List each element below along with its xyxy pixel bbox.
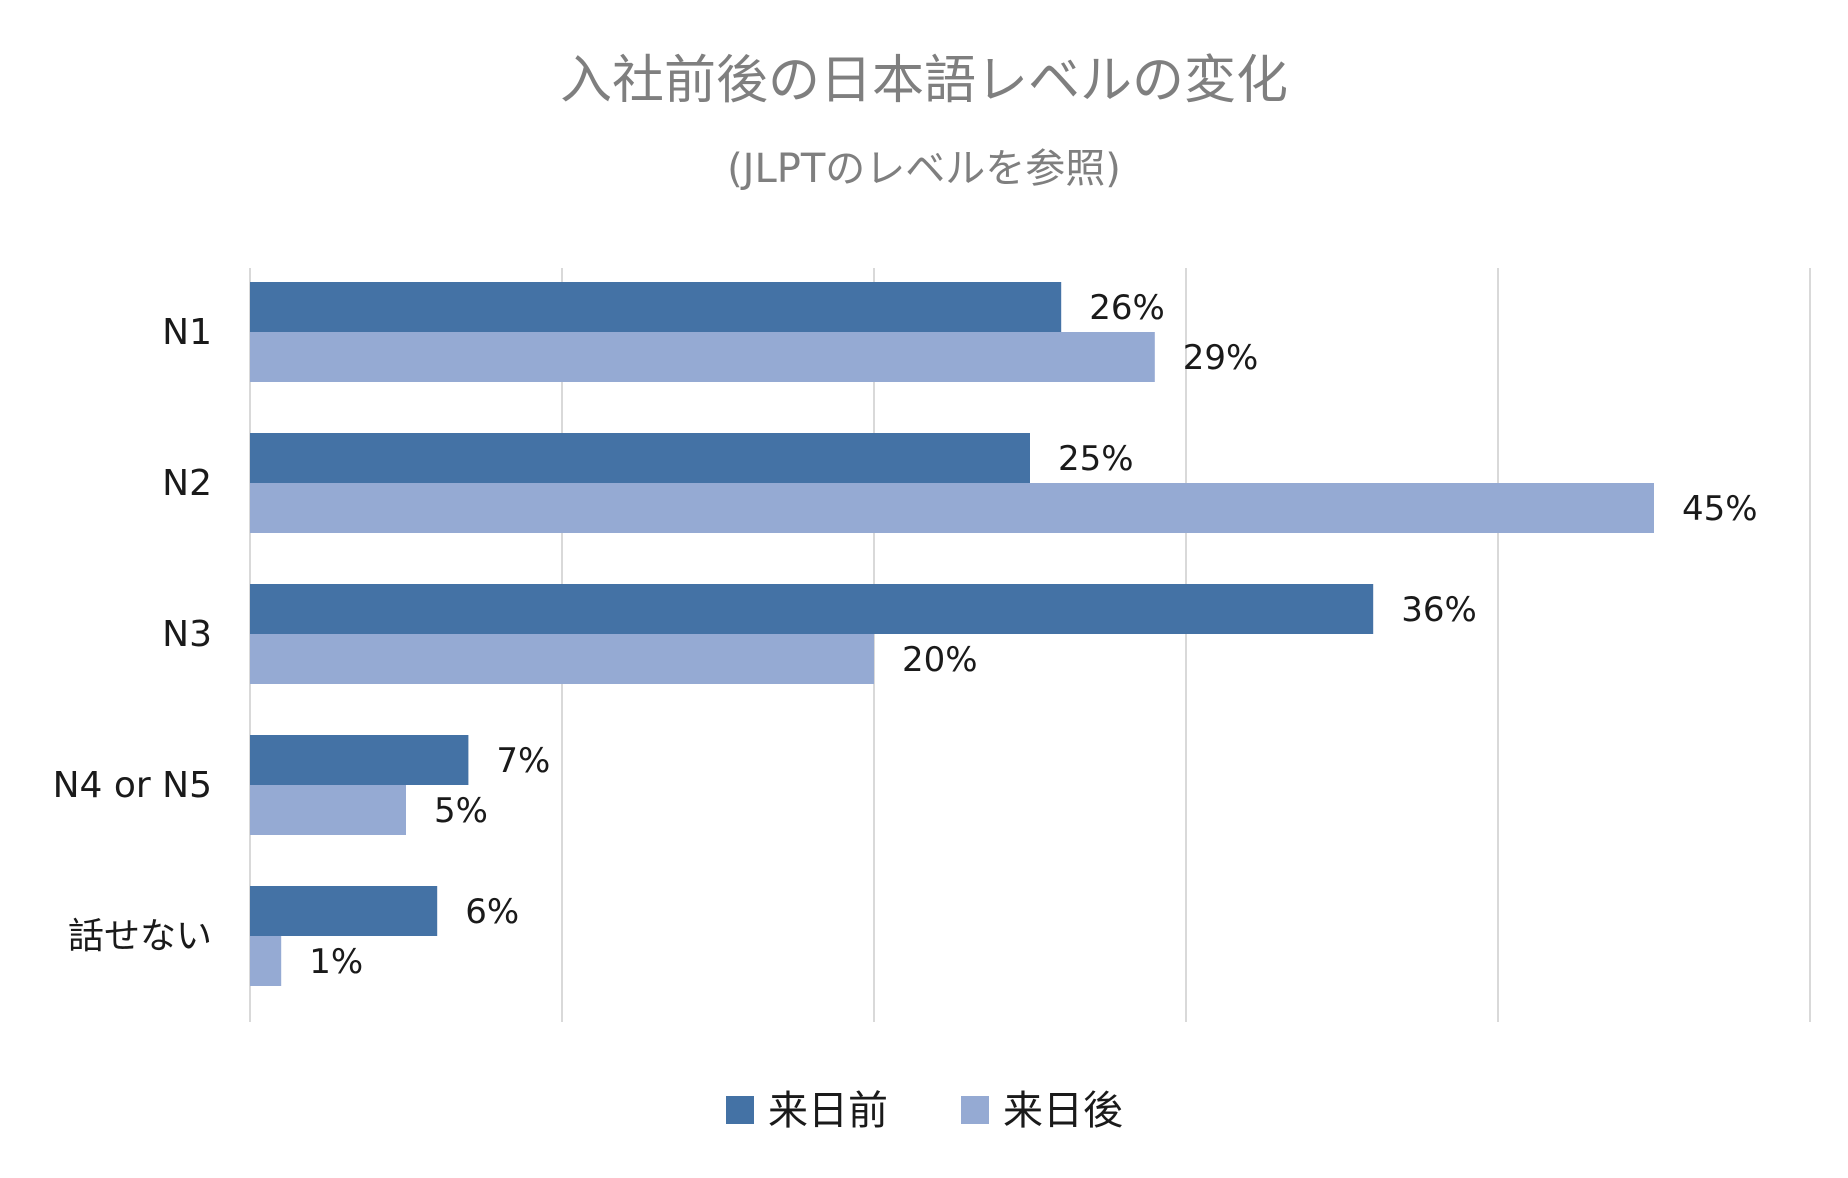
category-label-1: N2 [162,463,212,504]
data-label-0-4: 6% [465,892,519,932]
bar-1-4 [250,936,282,986]
bar-0-2 [250,584,1374,634]
data-label-0-3: 7% [496,741,550,781]
bar-0-0 [250,282,1062,332]
legend-label-0: 来日前 [768,1088,888,1134]
data-label-0-1: 25% [1058,439,1134,479]
legend-label-1: 来日後 [1003,1088,1123,1134]
category-label-0: N1 [162,312,212,353]
data-labels: 26% 29% 25% 45% 36% 20% 7%5% 6% 1% [309,288,1757,982]
chart-title: 入社前後の日本語レベルの変化 [560,51,1288,111]
data-label-1-3: 5% [434,791,488,831]
bar-0-3 [250,735,469,785]
legend-swatch-1 [961,1096,989,1124]
data-label-1-4: 1% [309,942,363,982]
data-label-1-2: 20% [902,640,978,680]
data-label-1-0: 29% [1183,338,1259,378]
data-label-1-1: 45% [1682,489,1758,529]
bar-1-0 [250,332,1155,382]
bar-1-3 [250,785,406,835]
bar-1-1 [250,483,1654,533]
legend: 来日前 来日後 [726,1088,1123,1134]
data-label-0-0: 26% [1089,288,1165,328]
data-label-0-2: 36% [1401,590,1477,630]
bar-0-4 [250,886,438,936]
bar-1-2 [250,634,874,684]
bar-0-1 [250,433,1030,483]
legend-swatch-0 [726,1096,754,1124]
category-label-2: N3 [162,614,212,655]
category-label-3: N4 or N5 [53,765,212,806]
category-labels: N1 N2 N3 N4 or N5 話せない [53,312,212,957]
category-label-4: 話せない [68,916,212,957]
chart-subtitle: (JLPTのレベルを参照) [727,146,1121,192]
bars [250,282,1654,986]
